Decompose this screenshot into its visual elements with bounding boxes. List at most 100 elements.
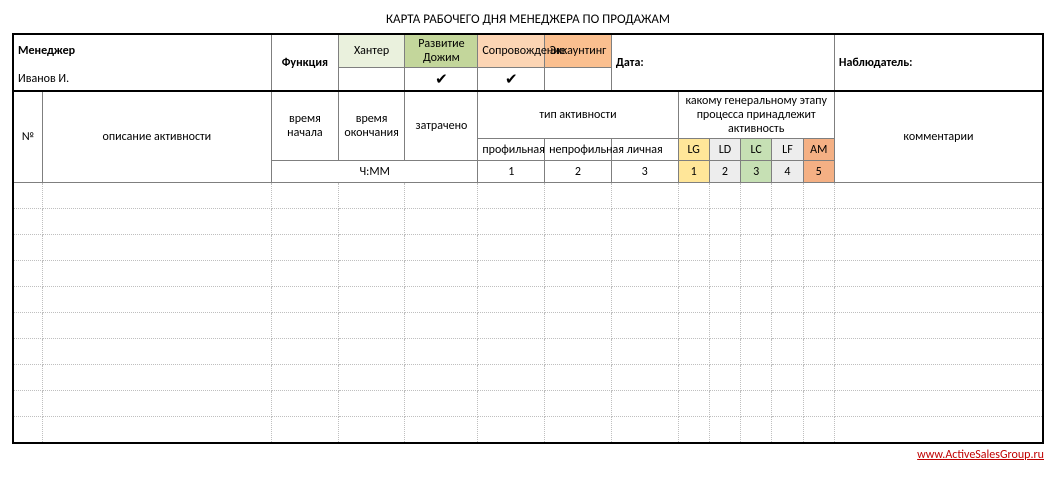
- data-cell: [338, 313, 405, 339]
- snum2: 2: [709, 161, 740, 183]
- data-cell: [545, 183, 612, 209]
- data-cell: [834, 287, 1043, 313]
- data-cell: [741, 261, 772, 287]
- data-cell: [545, 287, 612, 313]
- data-cell: [545, 261, 612, 287]
- data-cell: [42, 261, 271, 287]
- data-cell: [834, 417, 1043, 443]
- data-cell: [13, 209, 42, 235]
- data-cell: [834, 313, 1043, 339]
- data-cell: [772, 391, 803, 417]
- check-dev: ✔: [405, 68, 478, 92]
- col-lc: LC: [741, 139, 772, 161]
- function-label: Функция: [272, 34, 339, 91]
- data-cell: [478, 313, 545, 339]
- data-cell: [772, 209, 803, 235]
- data-cell: [478, 417, 545, 443]
- data-cell: [772, 365, 803, 391]
- snum4: 4: [772, 161, 803, 183]
- check-support: ✔: [478, 68, 545, 92]
- data-cell: [678, 391, 709, 417]
- data-cell: [42, 209, 271, 235]
- check-account: [545, 68, 612, 92]
- data-cell: [772, 339, 803, 365]
- data-cell: [13, 183, 42, 209]
- data-cell: [678, 209, 709, 235]
- data-cell: [545, 365, 612, 391]
- anum3: 3: [611, 161, 678, 183]
- table-row: [13, 235, 1043, 261]
- table-row: [13, 183, 1043, 209]
- data-cell: [741, 391, 772, 417]
- data-cell: [741, 365, 772, 391]
- data-cell: [42, 313, 271, 339]
- table-row: [13, 261, 1043, 287]
- col-lg: LG: [678, 139, 709, 161]
- data-cell: [405, 261, 478, 287]
- col-no: №: [13, 91, 42, 183]
- time-format: Ч:ММ: [272, 161, 478, 183]
- data-cell: [478, 209, 545, 235]
- data-cell: [405, 209, 478, 235]
- data-cell: [741, 339, 772, 365]
- data-cell: [478, 183, 545, 209]
- data-cell: [545, 391, 612, 417]
- col-activity-type: тип активности: [478, 91, 678, 139]
- col-am: AM: [803, 139, 834, 161]
- col-comments: комментарии: [834, 91, 1043, 183]
- data-cell: [478, 287, 545, 313]
- data-cell: [678, 183, 709, 209]
- data-cell: [772, 313, 803, 339]
- snum3: 3: [741, 161, 772, 183]
- col-ld: LD: [709, 139, 740, 161]
- data-cell: [772, 417, 803, 443]
- footer-link[interactable]: www.ActiveSalesGroup.ru: [917, 448, 1044, 462]
- data-cell: [13, 417, 42, 443]
- data-cell: [13, 365, 42, 391]
- data-cell: [42, 235, 271, 261]
- page-title: КАРТА РАБОЧЕГО ДНЯ МЕНЕДЖЕРА ПО ПРОДАЖАМ: [12, 12, 1044, 27]
- data-cell: [803, 417, 834, 443]
- data-cell: [678, 417, 709, 443]
- data-cell: [611, 287, 678, 313]
- data-cell: [338, 287, 405, 313]
- col-lf: LF: [772, 139, 803, 161]
- data-cell: [338, 339, 405, 365]
- data-cell: [611, 391, 678, 417]
- data-cell: [709, 417, 740, 443]
- data-cell: [13, 391, 42, 417]
- data-cell: [834, 365, 1043, 391]
- data-cell: [709, 339, 740, 365]
- data-cell: [13, 235, 42, 261]
- data-cell: [741, 313, 772, 339]
- data-cell: [709, 235, 740, 261]
- data-cell: [338, 391, 405, 417]
- func-dev: Развитие Дожим: [405, 34, 478, 68]
- data-cell: [478, 365, 545, 391]
- data-cell: [405, 287, 478, 313]
- data-cell: [741, 183, 772, 209]
- data-cell: [405, 183, 478, 209]
- data-cell: [678, 235, 709, 261]
- worksheet-table: МенеджерФункцияХантерРазвитие ДожимСопро…: [12, 33, 1044, 444]
- col-desc: описание активности: [42, 91, 271, 183]
- data-cell: [803, 209, 834, 235]
- func-hunter: Хантер: [338, 34, 405, 68]
- data-cell: [678, 313, 709, 339]
- data-cell: [709, 287, 740, 313]
- data-cell: [803, 391, 834, 417]
- observer-label: Наблюдатель:: [834, 34, 1043, 91]
- data-cell: [803, 235, 834, 261]
- footer: www.ActiveSalesGroup.ru: [12, 448, 1044, 462]
- data-cell: [611, 235, 678, 261]
- manager-value: Иванов И.: [13, 68, 272, 92]
- data-cell: [611, 417, 678, 443]
- data-cell: [709, 391, 740, 417]
- data-cell: [772, 261, 803, 287]
- table-row: [13, 365, 1043, 391]
- data-cell: [338, 209, 405, 235]
- data-cell: [338, 365, 405, 391]
- data-cell: [545, 313, 612, 339]
- data-cell: [272, 261, 339, 287]
- data-cell: [338, 183, 405, 209]
